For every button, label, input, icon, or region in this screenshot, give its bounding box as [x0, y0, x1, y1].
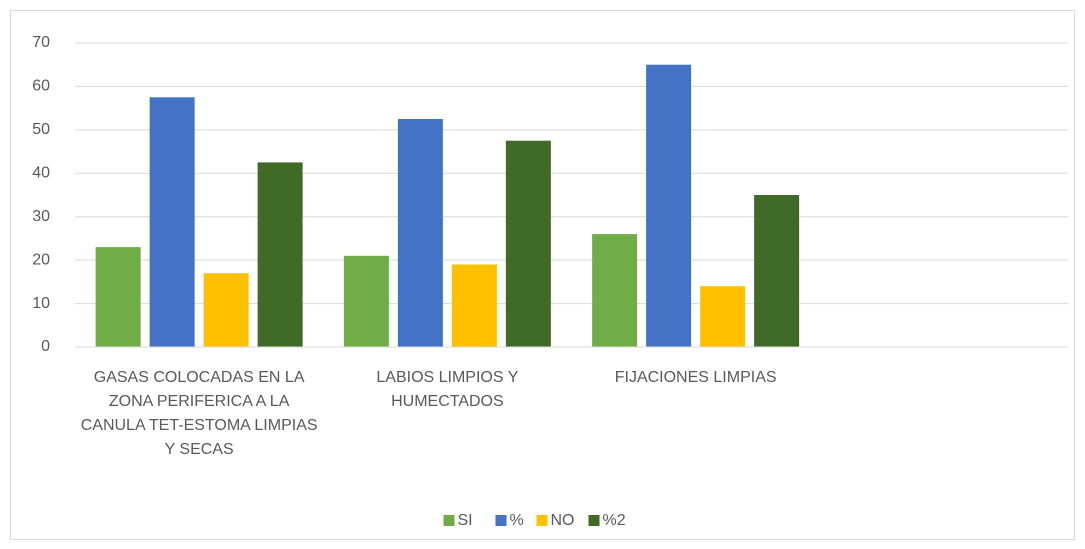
x-tick-label: GASAS COLOCADAS EN LA ZONA PERIFERICA A …: [80, 369, 318, 458]
y-tick-label: 20: [32, 251, 50, 268]
bar: [95, 247, 141, 347]
legend-label: NO: [551, 512, 575, 529]
bar: [592, 234, 638, 347]
y-tick-label: 50: [32, 121, 50, 138]
bar: [700, 286, 746, 347]
bar: [257, 162, 303, 347]
x-tick-label: FIJACIONES LIMPIAS: [614, 369, 777, 386]
legend-label: SI: [458, 512, 473, 529]
legend-label: %: [510, 512, 524, 529]
legend-label: %2: [603, 512, 626, 529]
bar: [397, 119, 443, 347]
bar: [203, 273, 249, 347]
x-tick-label: LABIOS LIMPIOS Y HUMECTADOS: [376, 369, 519, 410]
y-tick-label: 0: [41, 338, 50, 355]
bar: [646, 64, 692, 347]
bar: [451, 264, 497, 347]
y-tick-label: 10: [32, 295, 50, 312]
y-tick-label: 40: [32, 165, 50, 182]
bar: [149, 97, 195, 348]
legend-swatch: [495, 515, 507, 526]
legend-swatch: [536, 515, 548, 526]
y-tick-label: 60: [32, 78, 50, 95]
bar: [343, 255, 389, 347]
y-tick-label: 70: [32, 34, 50, 51]
legend-swatch: [443, 515, 455, 526]
bar: [505, 140, 551, 347]
bar: [754, 195, 800, 347]
y-tick-label: 30: [32, 208, 50, 225]
legend-swatch: [588, 515, 600, 526]
